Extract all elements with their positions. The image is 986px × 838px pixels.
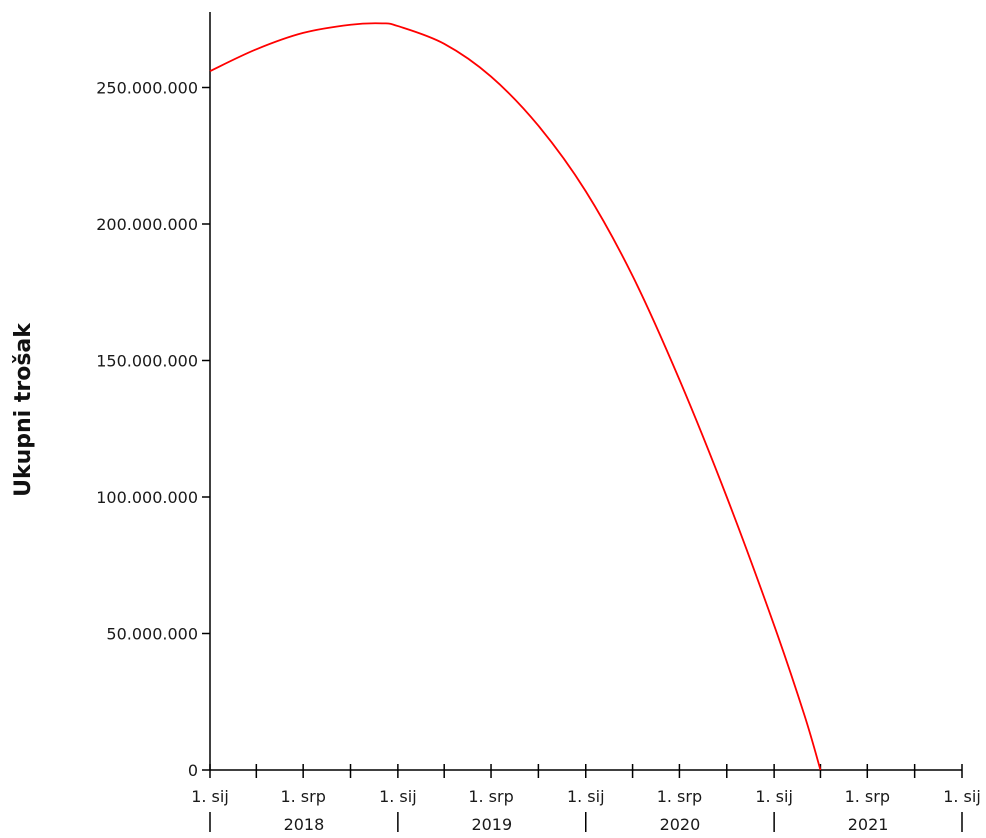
- year-label: 2020: [660, 815, 701, 834]
- x-tick-label: 1. sij: [943, 787, 981, 806]
- y-tick-label: 50.000.000: [106, 625, 198, 644]
- y-tick-label: 150.000.000: [96, 352, 198, 371]
- x-tick-label: 1. srp: [468, 787, 513, 806]
- x-tick-label: 1. srp: [845, 787, 890, 806]
- y-tick-label: 100.000.000: [96, 488, 198, 507]
- x-tick-label: 1. srp: [657, 787, 702, 806]
- year-label: 2021: [848, 815, 889, 834]
- series-line: [209, 22, 822, 771]
- x-tick-label: 1. sij: [567, 787, 605, 806]
- x-tick-label: 1. sij: [755, 787, 793, 806]
- year-label: 2019: [471, 815, 512, 834]
- y-axis-label: Ukupni trošak: [11, 322, 36, 497]
- y-tick-label: 200.000.000: [96, 215, 198, 234]
- x-tick-label: 1. srp: [280, 787, 325, 806]
- x-tick-label: 1. sij: [379, 787, 417, 806]
- year-label: 2018: [284, 815, 325, 834]
- x-tick-label: 1. sij: [191, 787, 229, 806]
- y-tick-label: 0: [188, 761, 198, 780]
- y-tick-label: 250.000.000: [96, 79, 198, 98]
